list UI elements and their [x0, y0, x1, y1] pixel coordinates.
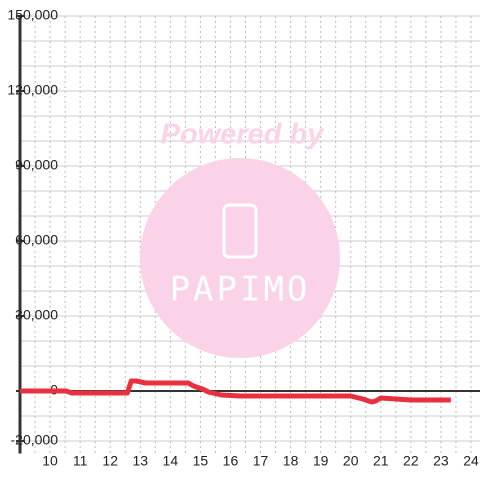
- y-tick-label: 60,000: [15, 232, 58, 248]
- x-tick-label: 22: [403, 453, 419, 469]
- y-tick-label: 90,000: [15, 157, 58, 173]
- logo-phone: [222, 203, 258, 259]
- y-tick-label: 120,000: [7, 82, 58, 98]
- x-tick-label: 24: [463, 453, 479, 469]
- x-tick-label: 20: [343, 453, 359, 469]
- x-tick-label: 10: [42, 453, 58, 469]
- x-tick-label: 17: [253, 453, 269, 469]
- x-tick-label: 19: [313, 453, 329, 469]
- x-tick-label: 13: [132, 453, 148, 469]
- x-tick-label: 16: [223, 453, 239, 469]
- x-tick-label: 15: [193, 453, 209, 469]
- watermark-text: Powered by: [161, 119, 326, 151]
- x-tick-label: 12: [102, 453, 118, 469]
- x-tick-label: 18: [283, 453, 299, 469]
- watermark: Powered by PAPIMO: [140, 119, 340, 358]
- logo-text: PAPIMO: [170, 270, 311, 310]
- x-tick-label: 14: [163, 453, 179, 469]
- y-tick-label: -20,000: [11, 432, 59, 448]
- x-tick-label: 21: [373, 453, 389, 469]
- x-tick-label: 11: [73, 453, 88, 469]
- y-tick-label: 150,000: [7, 7, 58, 23]
- x-tick-label: 23: [433, 453, 449, 469]
- line-series: [20, 378, 451, 405]
- y-tick-label: 30,000: [15, 307, 58, 323]
